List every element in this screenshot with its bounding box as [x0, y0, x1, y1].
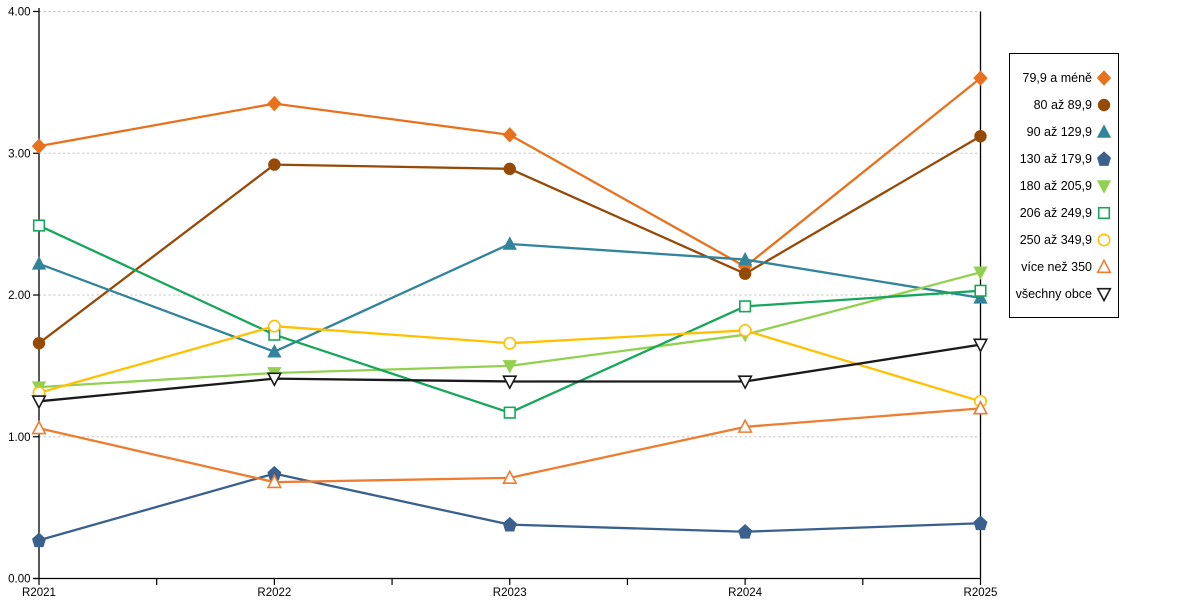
circle-marker-icon — [268, 158, 281, 171]
pentagon-marker-icon — [32, 532, 46, 548]
legend-item-label: 206 až 249,9 — [1019, 205, 1092, 220]
legend-item: 250 až 349,9 — [1014, 226, 1112, 253]
legend-item-label: 250 až 349,9 — [1019, 232, 1092, 247]
series-206 až 249,9 — [32, 219, 987, 419]
triangle-up-open-marker-icon — [1096, 258, 1112, 273]
triangle-down-open-marker-icon — [266, 372, 283, 387]
legend-item-label: všechny obce — [1015, 286, 1092, 301]
x-tick-label: R2021 — [22, 587, 56, 599]
triangle-down-marker-icon — [1096, 179, 1112, 194]
triangle-down-open-marker-icon — [1096, 287, 1112, 302]
legend-item: 90 až 129,9 — [1014, 118, 1112, 145]
triangle-down-marker-icon — [973, 266, 988, 280]
square-open-marker-icon — [32, 219, 46, 232]
pentagon-marker-icon — [502, 516, 517, 532]
circle-marker-icon — [974, 130, 987, 143]
pentagon-marker-icon — [1097, 150, 1111, 166]
legend-item-label: více než 350 — [1021, 259, 1092, 274]
triangle-up-open-marker-icon — [737, 418, 753, 433]
circle-open-marker-icon — [1097, 233, 1111, 246]
triangle-up-open-marker-icon — [1096, 258, 1112, 273]
diamond-marker-icon — [267, 95, 282, 112]
legend-item: 80 až 89,9 — [1014, 91, 1112, 118]
legend-item: všechny obce — [1014, 280, 1112, 307]
legend-item-label: 79,9 a méně — [1022, 70, 1093, 85]
triangle-up-marker-icon — [502, 236, 517, 250]
legend-item: více než 350 — [1014, 253, 1112, 280]
diamond-marker-icon — [1096, 69, 1112, 86]
triangle-up-open-marker-icon — [266, 473, 283, 489]
triangle-down-marker-icon — [1096, 179, 1112, 194]
legend-item-label: 90 až 129,9 — [1026, 124, 1092, 139]
triangle-up-marker-icon — [1096, 123, 1112, 138]
legend-item-label: 180 až 205,9 — [1019, 178, 1092, 193]
legend-item-label: 80 až 89,9 — [1033, 97, 1092, 112]
triangle-down-open-marker-icon — [972, 338, 989, 353]
square-open-marker-icon — [1097, 206, 1111, 219]
triangle-down-open-marker-icon — [31, 395, 47, 410]
circle-open-marker-icon — [267, 319, 281, 333]
circle-marker-icon — [32, 336, 46, 350]
diamond-marker-icon — [1096, 69, 1112, 86]
series-80 až 89,9 — [32, 130, 987, 350]
x-tick-label: R2022 — [257, 587, 291, 599]
series-90 až 129,9 — [31, 236, 988, 358]
diamond-marker-icon — [973, 70, 988, 86]
series-line — [37, 242, 982, 353]
circle-marker-icon — [738, 267, 752, 280]
diamond-marker-icon — [31, 138, 47, 154]
series-180 až 205,9 — [31, 266, 988, 395]
square-open-marker-icon — [503, 406, 516, 419]
y-tick-label: 4.00 — [8, 7, 30, 19]
y-tick-label: 1.00 — [8, 432, 30, 444]
y-tick-label: 2.00 — [8, 290, 30, 302]
triangle-up-open-marker-icon — [972, 400, 989, 415]
pentagon-marker-icon — [973, 515, 988, 531]
triangle-down-open-marker-icon — [502, 375, 518, 390]
circle-marker-icon — [503, 162, 516, 176]
triangle-up-open-marker-icon — [502, 469, 518, 484]
triangle-down-marker-icon — [502, 360, 517, 374]
triangle-up-marker-icon — [1096, 123, 1112, 138]
square-open-marker-icon — [739, 300, 752, 313]
triangle-up-open-marker-icon — [31, 419, 47, 435]
x-tick-label: R2023 — [493, 587, 527, 599]
y-tick-label: 3.00 — [8, 148, 30, 160]
legend: 79,9 a méně 80 až 89,9 90 až 129,9 130 až 1… — [1009, 53, 1119, 318]
circle-open-marker-icon — [503, 336, 517, 350]
series-130 až 179,9 — [32, 465, 988, 548]
square-open-marker-icon — [1097, 206, 1111, 219]
legend-item: 79,9 a méně — [1014, 64, 1112, 91]
triangle-down-open-marker-icon — [1096, 287, 1112, 302]
legend-item: 206 až 249,9 — [1014, 199, 1112, 226]
legend-item: 180 až 205,9 — [1014, 172, 1112, 199]
series-více než 350 — [31, 400, 989, 489]
triangle-up-marker-icon — [267, 344, 282, 358]
triangle-up-marker-icon — [737, 251, 753, 266]
triangle-up-marker-icon — [31, 256, 47, 270]
triangle-up-marker-icon — [973, 290, 988, 304]
pentagon-marker-icon — [1097, 150, 1111, 166]
x-tick-label: R2025 — [964, 587, 998, 599]
square-open-marker-icon — [974, 284, 987, 297]
x-tick-label: R2024 — [728, 587, 762, 599]
diamond-marker-icon — [502, 127, 517, 143]
circle-marker-icon — [1097, 98, 1111, 111]
circle-marker-icon — [1097, 98, 1111, 111]
circle-open-marker-icon — [738, 323, 752, 337]
legend-item: 130 až 179,9 — [1014, 145, 1112, 172]
pentagon-marker-icon — [738, 524, 753, 539]
triangle-down-open-marker-icon — [737, 375, 753, 390]
y-tick-label: 0.00 — [8, 574, 30, 586]
series-všechny obce — [31, 338, 989, 410]
legend-item-label: 130 až 179,9 — [1019, 151, 1092, 166]
circle-open-marker-icon — [1097, 233, 1111, 246]
